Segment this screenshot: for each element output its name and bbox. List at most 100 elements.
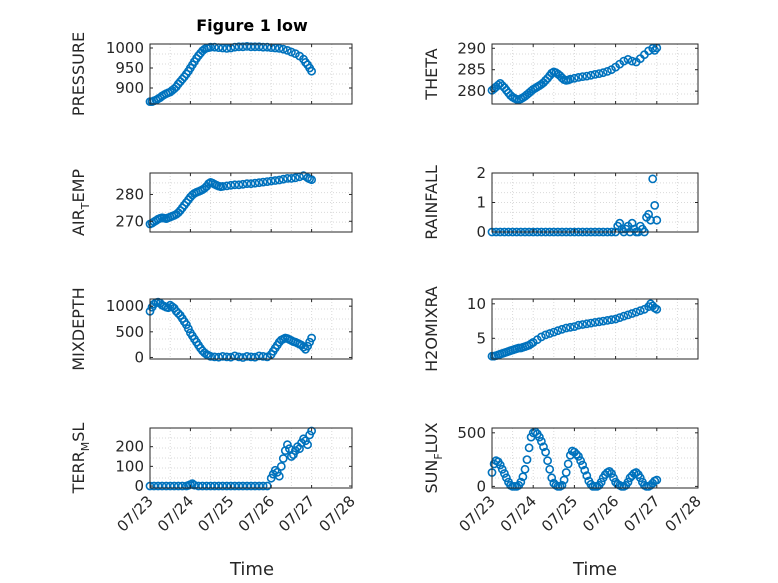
subplot-4: 0 1 2 RAINFALL <box>422 164 699 241</box>
data-point <box>561 468 571 477</box>
axes-frame <box>149 43 353 105</box>
data-point <box>214 352 224 362</box>
data-point <box>607 315 616 325</box>
data-point <box>250 178 260 188</box>
data-point <box>557 324 567 334</box>
data-point <box>650 200 660 210</box>
data-point <box>286 452 296 461</box>
y-axis-label: H2OMIXRA <box>422 286 441 372</box>
data-point <box>578 460 587 470</box>
data-point <box>598 316 608 326</box>
x-tick-label: 07/25 <box>538 492 581 535</box>
data-point <box>497 464 507 474</box>
data-point <box>161 481 171 491</box>
data-point <box>242 481 252 491</box>
data-point <box>545 464 555 474</box>
y-tick-label: 500 <box>115 323 144 341</box>
y-axis-label: RAINFALL <box>422 165 441 240</box>
data-point <box>258 177 268 187</box>
y-tick-label: 280 <box>457 82 486 100</box>
data-point <box>586 318 596 328</box>
data-point <box>274 44 284 53</box>
data-point <box>153 481 163 491</box>
data-point <box>307 66 316 76</box>
x-axis-label-left: Time <box>229 559 274 580</box>
data-point <box>501 473 511 483</box>
data-point <box>565 74 575 84</box>
data-point <box>307 175 316 185</box>
data-point <box>570 322 579 331</box>
y-tick-label: 5 <box>476 329 486 347</box>
x-tick-label: 07/26 <box>579 492 622 535</box>
subplot-2: 280 285 290 THETA <box>422 39 699 105</box>
data-point <box>518 472 528 482</box>
data-point <box>545 329 555 338</box>
data-point <box>222 44 232 53</box>
data-point <box>652 475 662 485</box>
subplot-6: 5 10 H2OMIXRA <box>422 286 699 372</box>
data-point <box>557 480 567 490</box>
y-tick-label: 200 <box>115 438 144 456</box>
data-point <box>594 317 604 327</box>
y-tick-label: 280 <box>115 185 144 203</box>
axes-frame <box>491 427 699 489</box>
axes-frame <box>149 427 353 489</box>
data-point <box>537 436 546 446</box>
data-point <box>609 473 618 483</box>
y-axis-label: AIRTEMP <box>69 169 92 236</box>
data-point <box>563 459 573 469</box>
data-point <box>290 173 300 183</box>
y-tick-label: 285 <box>457 61 486 79</box>
y-tick-label: 0 <box>134 477 144 495</box>
y-tick-label: 2 <box>476 164 486 182</box>
data-point <box>282 173 292 183</box>
axes-frame <box>491 298 699 360</box>
data-point <box>561 323 571 333</box>
y-tick-label: 900 <box>115 79 144 97</box>
data-point <box>286 47 296 57</box>
data-point <box>206 351 215 361</box>
data-point <box>206 481 215 491</box>
data-point <box>537 332 546 342</box>
data-point <box>301 58 310 67</box>
data-point <box>648 43 658 53</box>
data-point <box>266 176 276 186</box>
data-point <box>165 481 175 491</box>
data-point <box>611 314 620 324</box>
data-point <box>177 481 187 491</box>
x-tick-label: 07/24 <box>154 492 197 535</box>
data-point <box>650 46 660 55</box>
data-point <box>623 310 633 320</box>
data-point <box>603 315 612 325</box>
data-point <box>238 481 248 491</box>
data-point <box>222 181 232 191</box>
y-tick-label: 0 <box>476 223 486 241</box>
x-tick-label: 07/27 <box>275 492 318 535</box>
data-point <box>210 352 219 362</box>
data-point <box>299 342 308 352</box>
data-point <box>547 473 557 483</box>
data-point <box>574 451 583 461</box>
x-tick-label: 07/23 <box>456 492 499 535</box>
data-point <box>246 352 256 362</box>
data-point <box>574 73 583 82</box>
data-point <box>576 456 585 466</box>
data-point <box>230 180 240 190</box>
data-point <box>246 481 256 491</box>
data-point <box>262 177 272 186</box>
data-point <box>246 179 256 189</box>
y-tick-label: 1 <box>476 194 486 212</box>
data-point <box>303 440 312 450</box>
y-tick-label: 270 <box>115 212 144 230</box>
data-point <box>250 42 260 52</box>
data-point <box>157 481 167 491</box>
data-point <box>594 69 604 78</box>
y-tick-label: 500 <box>457 424 486 442</box>
data-point <box>646 215 655 225</box>
data-point <box>226 180 236 190</box>
data-point <box>250 352 260 362</box>
data-point <box>274 471 284 481</box>
data-point <box>307 333 316 343</box>
y-axis-label: MIXDEPTH <box>69 287 88 370</box>
